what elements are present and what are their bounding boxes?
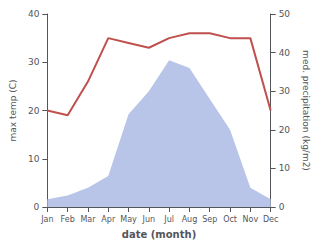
svg-text:Oct: Oct xyxy=(223,215,237,224)
svg-text:40: 40 xyxy=(279,48,291,58)
svg-text:50: 50 xyxy=(279,9,291,19)
svg-text:Mar: Mar xyxy=(80,215,96,224)
svg-text:Apr: Apr xyxy=(101,215,116,224)
svg-text:0: 0 xyxy=(279,202,285,212)
svg-text:10: 10 xyxy=(279,163,291,173)
svg-text:10: 10 xyxy=(28,154,40,164)
svg-text:20: 20 xyxy=(28,106,40,116)
svg-text:Jan: Jan xyxy=(40,215,53,224)
svg-text:Sep: Sep xyxy=(202,215,217,224)
svg-text:Dec: Dec xyxy=(263,215,278,224)
svg-text:med. precipitation (kg/m2): med. precipitation (kg/m2) xyxy=(301,50,311,171)
svg-text:Nov: Nov xyxy=(243,215,259,224)
svg-text:May: May xyxy=(120,215,137,224)
svg-text:20: 20 xyxy=(279,125,291,135)
svg-text:Feb: Feb xyxy=(61,215,75,224)
svg-text:30: 30 xyxy=(28,57,40,67)
svg-text:max temp (C): max temp (C) xyxy=(8,79,18,141)
svg-text:Jul: Jul xyxy=(163,215,174,224)
svg-text:30: 30 xyxy=(279,86,291,96)
svg-text:0: 0 xyxy=(34,202,40,212)
svg-text:Aug: Aug xyxy=(182,215,198,224)
svg-text:40: 40 xyxy=(28,9,40,19)
svg-text:date (month): date (month) xyxy=(122,229,196,240)
svg-text:Jun: Jun xyxy=(142,215,156,224)
